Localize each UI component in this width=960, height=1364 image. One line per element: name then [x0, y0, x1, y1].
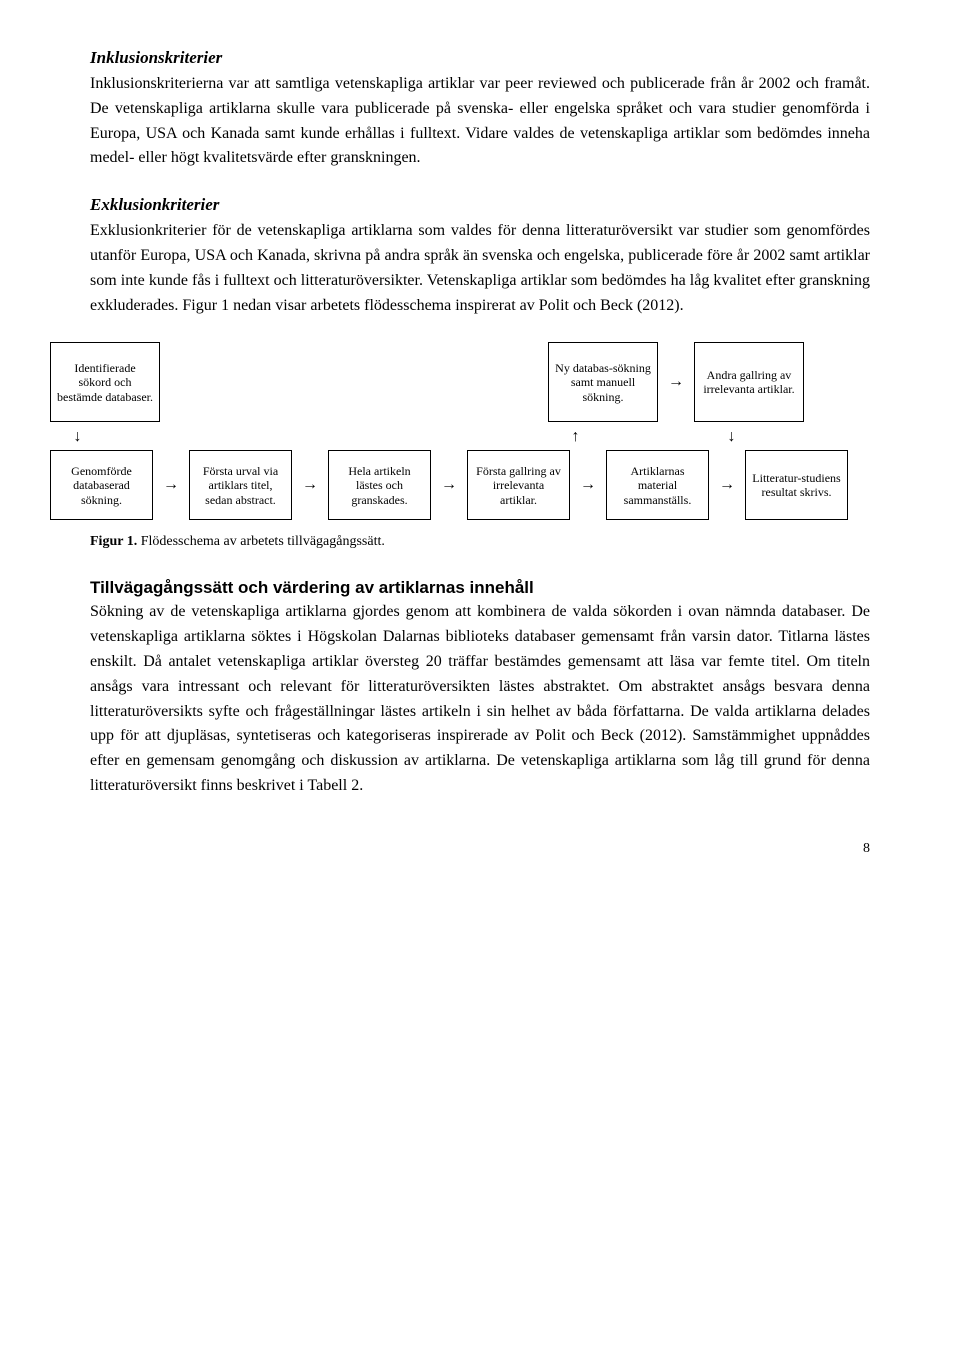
flow-box-identify: Identifierade sökord och bestämde databa…: [50, 342, 160, 422]
flow-box-first-selection: Första urval via artiklars titel, sedan …: [189, 450, 292, 520]
arrow-right-icon: →: [163, 477, 179, 493]
arrow-right-icon: →: [668, 374, 684, 390]
figure-label: Figur 1.: [90, 534, 137, 549]
arrow-up-icon: ↑: [572, 428, 580, 445]
page-number: 8: [90, 841, 870, 857]
figure-caption: Figur 1. Flödesschema av arbetets tillvä…: [90, 534, 870, 550]
document-page: Inklusionskriterier Inklusionskriteriern…: [0, 0, 960, 897]
paragraph-exklusion: Exklusionkriterier för de vetenskapliga …: [90, 219, 870, 318]
arrow-right-icon: →: [719, 477, 735, 493]
arrow-right-icon: →: [580, 477, 596, 493]
flow-box-material: Artiklarnas material sammanställs.: [606, 450, 709, 520]
heading-approach: Tillvägagångssätt och värdering av artik…: [90, 578, 870, 598]
paragraph-approach: Sökning av de vetenskapliga artiklarna g…: [90, 600, 870, 798]
flow-box-results: Litteratur-studiens resultat skrivs.: [745, 450, 848, 520]
flow-box-perform-search: Genomförde databaserad sökning.: [50, 450, 153, 520]
flow-box-new-search: Ny databas-sökning samt manuell sökning.: [548, 342, 658, 422]
arrow-right-icon: →: [302, 477, 318, 493]
flow-box-read-review: Hela artikeln lästes och granskades.: [328, 450, 431, 520]
paragraph-inklusions: Inklusionskriterierna var att samtliga v…: [90, 72, 870, 171]
heading-inklusionskriterier: Inklusionskriterier: [90, 48, 870, 68]
arrow-down-icon: ↓: [74, 428, 82, 445]
figure-text: Flödesschema av arbetets tillvägagångssä…: [137, 534, 385, 549]
flowchart: Identifierade sökord och bestämde databa…: [50, 342, 910, 520]
flow-box-first-filter: Första gallring av irrelevanta artiklar.: [467, 450, 570, 520]
arrow-down-icon: ↓: [728, 428, 736, 445]
flow-box-second-filter: Andra gallring av irrelevanta artiklar.: [694, 342, 804, 422]
heading-exklusionkriterier: Exklusionkriterier: [90, 195, 870, 215]
arrow-right-icon: →: [441, 477, 457, 493]
